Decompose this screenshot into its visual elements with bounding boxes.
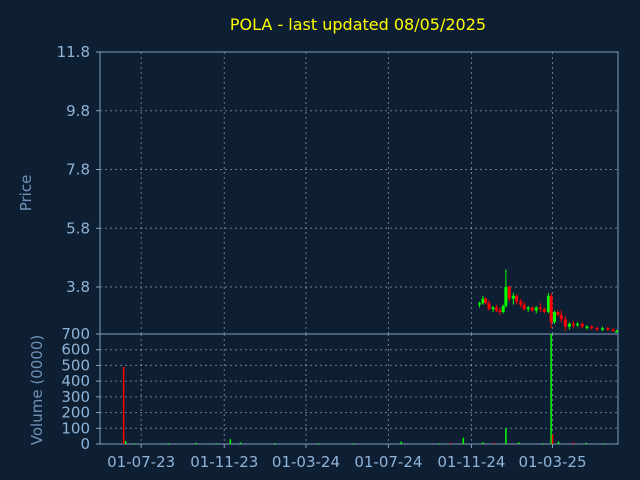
candle-body	[556, 311, 560, 315]
volume-bar	[449, 442, 452, 444]
candle-body	[498, 310, 502, 312]
candle-body	[515, 295, 519, 302]
candle-body	[501, 306, 505, 312]
volume-bar	[352, 443, 355, 444]
price-axis-title: Price	[17, 175, 35, 212]
price-tick-label: 3.8	[66, 278, 90, 296]
date-tick-label: 01-07-23	[107, 453, 175, 471]
price-panel: 11.8 9.8 7.8 5.8 3.8 Price	[17, 43, 619, 335]
volume-bar	[572, 442, 575, 444]
volume-bar	[505, 428, 507, 444]
date-tick-label: 01-11-23	[190, 453, 258, 471]
volume-bar	[482, 442, 484, 444]
volume-bar	[462, 437, 465, 444]
date-tick-label: 01-07-24	[354, 453, 422, 471]
volume-tick-label: 200	[61, 404, 90, 422]
candle-body	[549, 295, 553, 323]
volume-bar	[195, 442, 197, 444]
volume-bar	[239, 442, 242, 444]
date-x-ticks: 01-07-23 01-11-23 01-03-24 01-07-24 01-11-24…	[107, 444, 587, 471]
volume-tick-label: 700	[61, 325, 90, 343]
candle-body	[526, 307, 530, 310]
volume-frame	[99, 333, 619, 445]
candle-body	[611, 329, 615, 332]
volume-grid	[100, 334, 618, 444]
candle-body	[494, 307, 498, 311]
candle-body	[567, 323, 571, 327]
date-tick-label: 01-11-24	[437, 453, 505, 471]
chart-title: POLA - last updated 08/05/2025	[230, 15, 486, 34]
candle-body	[491, 307, 495, 310]
candle-body	[580, 323, 584, 327]
volume-bar	[133, 443, 135, 444]
candle-body	[511, 295, 515, 299]
volume-bar	[229, 439, 232, 444]
price-tick-label: 11.8	[57, 43, 90, 61]
candle-body	[559, 314, 563, 320]
volume-bar	[542, 443, 544, 444]
volume-bar	[400, 441, 402, 444]
candle-body	[553, 311, 557, 323]
volume-tick-label: 500	[61, 356, 90, 374]
candle-body	[538, 307, 542, 310]
candle-body	[481, 298, 485, 304]
candle-body	[571, 323, 575, 326]
volume-bars	[122, 334, 604, 444]
candle-body	[563, 319, 567, 327]
candle-body	[615, 331, 619, 333]
candle-body	[575, 323, 579, 326]
candle-body	[504, 287, 508, 307]
volume-bar	[493, 442, 496, 444]
volume-tick-label: 100	[61, 419, 90, 437]
candle-body	[546, 295, 550, 312]
candle-body	[519, 301, 523, 305]
candle-body	[507, 287, 511, 299]
volume-bar	[438, 443, 441, 444]
volume-bar	[124, 440, 127, 444]
price-tick-label: 7.8	[66, 161, 90, 179]
candle-body	[585, 326, 589, 329]
candle-body	[590, 326, 594, 329]
candle-body	[530, 307, 534, 311]
volume-bar	[167, 443, 169, 444]
price-tick-label: 5.8	[66, 219, 90, 237]
candle-body	[487, 303, 491, 310]
volume-axis-title: Volume (0000)	[28, 335, 46, 445]
candle-body	[522, 304, 526, 310]
volume-tick-label: 600	[61, 341, 90, 359]
candle-body	[534, 307, 538, 311]
candle-body	[542, 309, 546, 312]
volume-tick-label: 0	[80, 435, 90, 453]
volume-bar	[602, 443, 604, 444]
candle-body	[606, 328, 610, 330]
volume-bar	[557, 441, 560, 444]
candle-body	[600, 328, 604, 330]
candle-body	[478, 303, 482, 305]
date-tick-label: 01-03-25	[518, 453, 586, 471]
volume-bar	[585, 442, 588, 444]
volume-bar	[318, 443, 320, 444]
volume-tick-label: 400	[61, 372, 90, 390]
volume-bar	[122, 367, 125, 444]
price-y-ticks: 11.8 9.8 7.8 5.8 3.8	[57, 43, 100, 296]
price-grid	[100, 51, 618, 334]
price-candles	[478, 269, 619, 333]
candle-body	[595, 328, 599, 330]
volume-bar	[550, 334, 552, 444]
candle-body	[484, 298, 488, 304]
volume-bar	[517, 442, 520, 444]
price-tick-label: 9.8	[66, 102, 90, 120]
volume-tick-label: 300	[61, 388, 90, 406]
volume-bar	[215, 443, 217, 444]
date-tick-label: 01-03-24	[272, 453, 340, 471]
volume-bar	[551, 434, 554, 444]
volume-bar	[274, 443, 276, 444]
